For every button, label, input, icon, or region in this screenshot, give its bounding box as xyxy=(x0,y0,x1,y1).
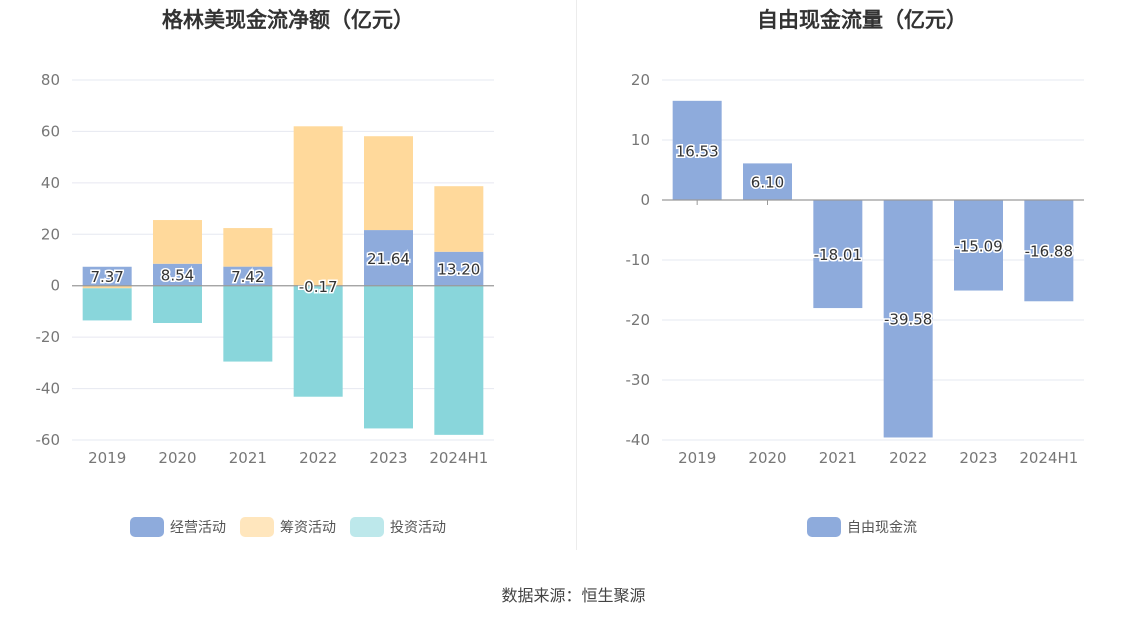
legend-swatch-financing xyxy=(240,517,274,537)
x-tick-label: 2024H1 xyxy=(1019,449,1078,467)
bar-1-2024H1 xyxy=(434,251,484,286)
legend-label: 自由现金流 xyxy=(847,520,917,536)
bar-1-2024H1 xyxy=(1024,200,1074,302)
data-source: 数据来源：恒生聚源 xyxy=(501,586,646,605)
x-tick-label: 2020 xyxy=(748,449,786,467)
data-label: -16.88 xyxy=(1025,243,1073,261)
y-tick-label: 80 xyxy=(41,71,60,89)
x-tick-label: 2019 xyxy=(678,449,716,467)
x-tick-label: 2020 xyxy=(158,449,196,467)
legend-item-operating[interactable]: 经营活动 xyxy=(130,517,226,537)
legend-label: 筹资活动 xyxy=(280,520,336,536)
bar-1-2021 xyxy=(813,200,863,309)
legend-item-free-cashflow[interactable]: 自由现金流 xyxy=(807,517,917,537)
net-cashflow-chart: 80 60 40 20 0 -20 -40 -60 7.37 8.54 7.42 -0.17 21.64… xyxy=(36,71,494,467)
x-tick-label: 2021 xyxy=(229,449,267,467)
data-label: -18.01 xyxy=(814,246,862,264)
bar-1-2023 xyxy=(364,230,413,286)
bar-1-2020 xyxy=(743,163,792,200)
x-tick-label: 2022 xyxy=(889,449,927,467)
data-label: 16.53 xyxy=(676,142,719,160)
y-tick-label: 40 xyxy=(41,174,60,192)
legend-item-investing[interactable]: 投资活动 xyxy=(350,517,446,537)
y-tick-label: 60 xyxy=(41,122,60,140)
bar-2-2024H1 xyxy=(434,186,484,252)
legend-swatch-free-cashflow xyxy=(807,517,841,537)
x-tick-label: 2024H1 xyxy=(429,449,488,467)
y-tick-label: 0 xyxy=(640,191,650,209)
y-tick-label: 0 xyxy=(50,277,60,295)
bar-2-2019 xyxy=(82,285,132,289)
bar-3-2024H1 xyxy=(434,285,484,435)
bar-2-2023 xyxy=(364,136,413,231)
data-label: -39.58 xyxy=(884,311,932,329)
x-tick-label: 2023 xyxy=(959,449,997,467)
panel-divider xyxy=(576,0,577,550)
y-tick-label: -20 xyxy=(36,328,61,346)
bar-1-2019 xyxy=(672,100,722,200)
free-cashflow-chart: 20 10 0 -10 -20 -30 -40 16.53 6.10 -18.01 -39.58 -1… xyxy=(626,71,1084,467)
y-tick-label: -30 xyxy=(626,371,651,389)
legend-swatch-operating xyxy=(130,517,164,537)
y-tick-label: -10 xyxy=(626,251,651,269)
data-label: 7.42 xyxy=(231,268,264,286)
y-tick-label: -40 xyxy=(36,380,61,398)
x-tick-label: 2023 xyxy=(369,449,407,467)
bar-2-2022 xyxy=(293,126,343,286)
x-tick-label: 2019 xyxy=(88,449,126,467)
data-label: 13.20 xyxy=(437,261,480,279)
bar-2-2020 xyxy=(153,220,202,264)
y-tick-label: 20 xyxy=(631,71,650,89)
bar-1-2023 xyxy=(954,200,1003,291)
legend: 经营活动 筹资活动 投资活动 xyxy=(0,517,576,537)
legend-label: 投资活动 xyxy=(390,520,446,536)
legend-swatch-investing xyxy=(350,517,384,537)
bar-3-2019 xyxy=(82,288,132,321)
data-label: 8.54 xyxy=(161,267,194,285)
legend-label: 经营活动 xyxy=(170,520,226,536)
legend-item-financing[interactable]: 筹资活动 xyxy=(240,517,336,537)
bar-1-2020 xyxy=(153,263,202,286)
data-label: 7.37 xyxy=(90,268,123,286)
x-tick-label: 2022 xyxy=(299,449,337,467)
legend: 自由现金流 xyxy=(577,517,1147,537)
bar-3-2023 xyxy=(364,285,413,429)
bar-3-2020 xyxy=(153,285,202,323)
y-tick-label: -60 xyxy=(36,431,61,449)
data-label: 6.10 xyxy=(751,174,784,192)
y-tick-label: -20 xyxy=(626,311,651,329)
bar-1-2022 xyxy=(883,200,933,438)
data-label: 21.64 xyxy=(367,250,410,268)
bar-2-2021 xyxy=(223,228,273,267)
chart-title: 自由现金流量（亿元） xyxy=(757,8,967,32)
x-tick-label: 2021 xyxy=(819,449,857,467)
bar-1-2021 xyxy=(223,266,273,286)
chart-title: 格林美现金流净额（亿元） xyxy=(162,8,414,32)
y-tick-label: 10 xyxy=(631,131,650,149)
y-tick-label: -40 xyxy=(626,431,651,449)
free-cashflow-panel: 自由现金流量（亿元） 20 10 0 -10 -20 -30 -40 16.53 6.10 -18… xyxy=(577,0,1147,550)
bar-1-2019 xyxy=(82,266,132,286)
bar-3-2022 xyxy=(293,286,343,397)
y-tick-label: 20 xyxy=(41,225,60,243)
net-cashflow-panel: 格林美现金流净额（亿元） 80 60 40 20 0 -20 -40 -60 7.37 8.54 7… xyxy=(0,0,576,550)
data-label: -15.09 xyxy=(954,237,1002,255)
bar-3-2021 xyxy=(223,285,273,362)
data-label: -0.17 xyxy=(299,278,338,296)
